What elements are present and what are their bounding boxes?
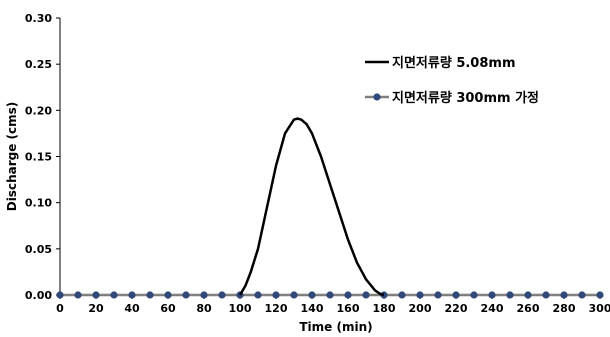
series-300mm-point: [110, 291, 118, 299]
y-tick-label: 0.30: [25, 12, 52, 25]
series-300mm-point: [344, 291, 352, 299]
x-tick-label: 160: [337, 302, 360, 315]
series-300mm-point: [470, 291, 478, 299]
x-tick-label: 280: [553, 302, 576, 315]
x-tick-label: 120: [265, 302, 288, 315]
x-tick-label: 80: [196, 302, 212, 315]
legend-marker-300mm: [373, 93, 381, 101]
x-tick-label: 200: [409, 302, 432, 315]
y-tick-label: 0.10: [25, 197, 52, 210]
series-300mm-point: [362, 291, 370, 299]
series-300mm-point: [218, 291, 226, 299]
x-tick-label: 0: [56, 302, 64, 315]
legend-label-300mm: 지면저류량 300mm 가정: [392, 90, 539, 106]
series-5-08mm-line: [238, 117, 385, 297]
x-axis-title: Time (min): [299, 320, 372, 334]
series-300mm-point: [200, 291, 208, 299]
y-axis-title: Discharge (cms): [5, 102, 19, 212]
series-300mm-point: [434, 291, 442, 299]
series-300mm-point: [74, 291, 82, 299]
series-300mm-point: [146, 291, 154, 299]
x-tick-label: 300: [589, 302, 610, 315]
y-tick-label: 0.25: [25, 58, 52, 71]
series-300mm-point: [452, 291, 460, 299]
series-300mm-point: [128, 291, 136, 299]
series-300mm-point: [290, 291, 298, 299]
series-300mm-point: [182, 291, 190, 299]
x-tick-label: 140: [301, 302, 324, 315]
series-300mm-point: [164, 291, 172, 299]
x-tick-label: 100: [229, 302, 252, 315]
series-300mm-point: [92, 291, 100, 299]
legend: 지면저류량 5.08mm 지면저류량 300mm 가정: [365, 55, 539, 106]
series-300mm-point: [542, 291, 550, 299]
series-300mm-point: [578, 291, 586, 299]
plot-series: [56, 117, 604, 299]
y-tick-label: 0.00: [25, 289, 52, 302]
axes: [59, 18, 600, 296]
series-300mm-point: [416, 291, 424, 299]
series-300mm-point: [506, 291, 514, 299]
y-tick-label: 0.20: [25, 104, 52, 117]
series-300mm-point: [254, 291, 262, 299]
x-tick-label: 260: [517, 302, 540, 315]
series-300mm-point: [326, 291, 334, 299]
series-300mm-point: [596, 291, 604, 299]
y-ticks: 0.00 0.05 0.10 0.15 0.20 0.25 0.30: [25, 12, 60, 302]
x-tick-label: 20: [88, 302, 104, 315]
y-tick-label: 0.05: [25, 243, 52, 256]
x-tick-label: 220: [445, 302, 468, 315]
x-tick-label: 180: [373, 302, 396, 315]
legend-label-5-08mm: 지면저류량 5.08mm: [392, 55, 516, 71]
x-tick-label: 240: [481, 302, 504, 315]
x-ticks: 0 20 40 60 80 100 120 140 160 180 200 220 240 260 280 3…: [56, 295, 610, 315]
series-300mm-point: [398, 291, 406, 299]
series-300mm-point: [56, 291, 64, 299]
series-300mm-point: [560, 291, 568, 299]
series-300mm-point: [308, 291, 316, 299]
y-tick-label: 0.15: [25, 151, 52, 164]
series-300mm-point: [488, 291, 496, 299]
x-tick-label: 40: [124, 302, 140, 315]
series-300mm-point: [524, 291, 532, 299]
x-tick-label: 60: [160, 302, 176, 315]
series-300mm-point: [272, 291, 280, 299]
